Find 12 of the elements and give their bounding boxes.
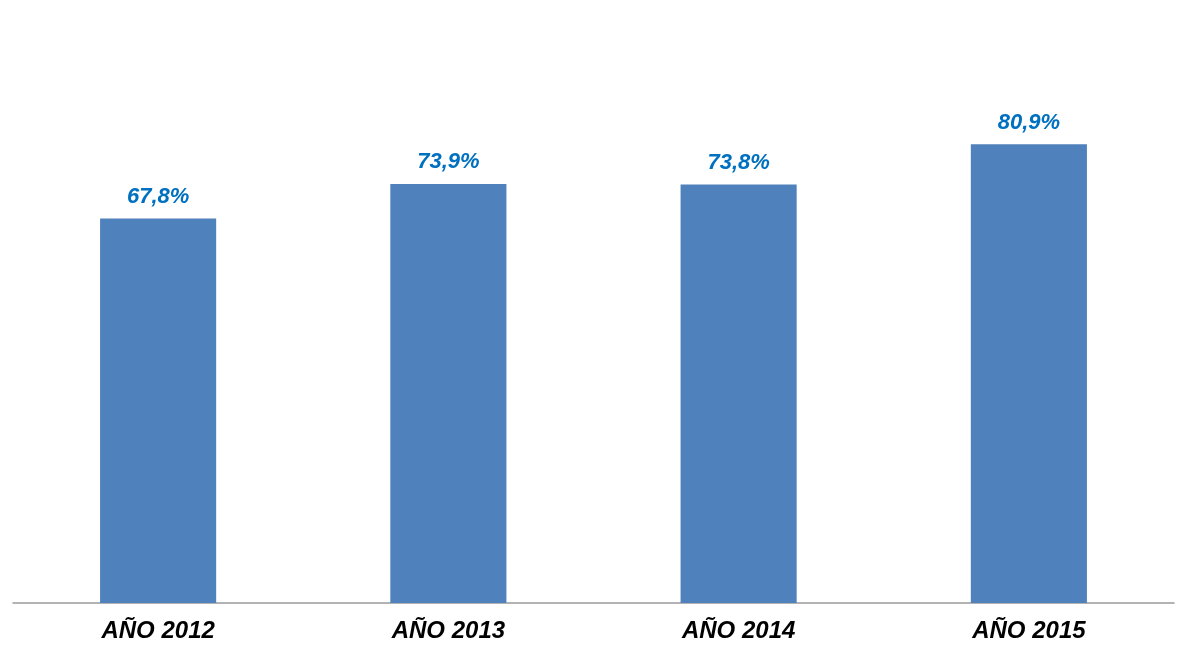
data-label: 67,8% — [126, 183, 190, 209]
bar — [970, 144, 1087, 603]
bar — [390, 183, 507, 603]
data-label: 73,9% — [417, 148, 480, 174]
bar — [680, 184, 797, 603]
data-label: 73,8% — [707, 149, 770, 175]
bar — [100, 218, 217, 603]
x-tick-label: AÑO 2012 — [100, 615, 216, 643]
x-tick-label: AÑO 2013 — [390, 615, 506, 643]
data-label: 80,9% — [997, 108, 1061, 134]
x-tick-label: AÑO 2014 — [680, 615, 796, 643]
x-tick-label: AÑO 2015 — [971, 615, 1087, 643]
